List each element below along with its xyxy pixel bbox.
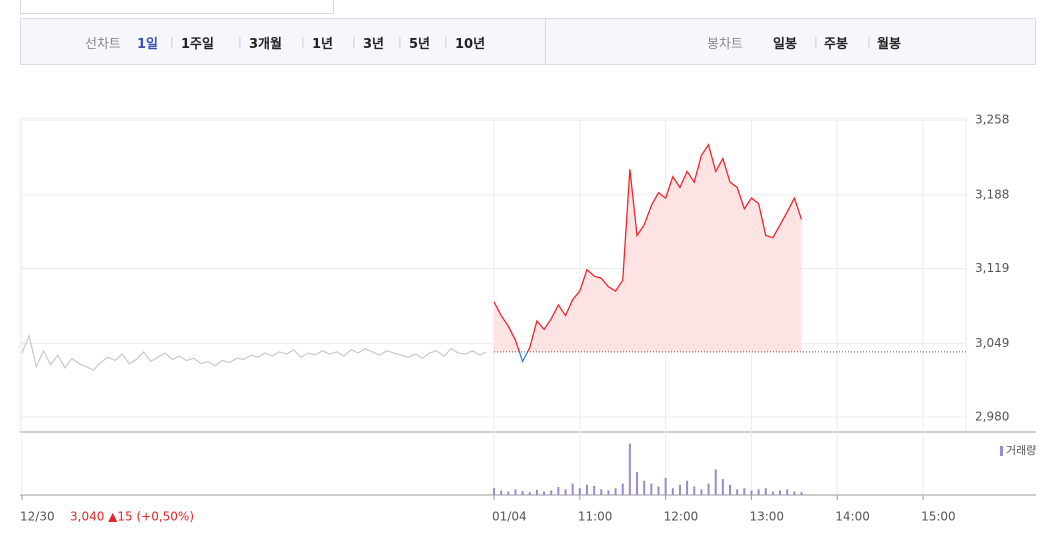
- y-tick-label: 3,119: [975, 261, 1009, 275]
- separator: |: [814, 35, 818, 48]
- volume-bar: [757, 489, 760, 495]
- separator: |: [398, 35, 402, 48]
- volume-bar: [743, 488, 746, 495]
- tab-bar: 선차트 1일 | 1주일 | 3개월 | 1년 | 3년 | 5년 | 10년 봉차트 일봉 | 주봉 | 월봉: [20, 18, 1036, 65]
- volume-bar: [571, 483, 574, 495]
- volume-bar: [800, 492, 803, 495]
- tab-label: 선차트: [85, 37, 121, 52]
- volume-bar: [521, 491, 524, 495]
- tab-option[interactable]: 일봉: [773, 37, 797, 52]
- tab-option[interactable]: 1년: [312, 37, 334, 52]
- tab-option[interactable]: 월봉: [877, 37, 901, 52]
- x-tick-label: 14:00: [835, 510, 870, 524]
- volume-bar: [693, 486, 696, 495]
- plot-area: [19, 117, 967, 433]
- volume-bar: [628, 443, 631, 495]
- volume-bar: [657, 486, 660, 495]
- volume-bar: [614, 488, 617, 495]
- volume-bar: [786, 489, 789, 495]
- volume-bar: [600, 489, 603, 495]
- y-tick-label: 3,188: [975, 187, 1009, 201]
- y-tick-label: 2,980: [975, 410, 1009, 424]
- y-tick-label: 3,049: [975, 336, 1009, 350]
- volume-bar: [528, 492, 531, 495]
- volume-bar: [500, 490, 503, 495]
- separator: |: [867, 35, 871, 48]
- volume-bar: [585, 484, 588, 495]
- volume-bar: [650, 483, 653, 495]
- volume-bar: [507, 491, 510, 495]
- line: [21, 333, 488, 371]
- legend-swatch: [1000, 446, 1003, 456]
- volume-bar: [729, 484, 731, 495]
- volume-bar: [607, 490, 610, 495]
- x-tick-label: 01/04: [492, 510, 527, 524]
- volume-bar: [750, 490, 753, 495]
- divider: [545, 19, 546, 64]
- volume-bar: [793, 491, 796, 495]
- x-tick-label: 12:00: [664, 510, 699, 524]
- volume-bar: [621, 483, 624, 495]
- volume-bar: [550, 490, 553, 495]
- tab-option[interactable]: 3개월: [249, 37, 282, 52]
- volume-bar: [736, 489, 739, 495]
- volume-bar: [671, 488, 674, 495]
- volume-bar: [578, 488, 581, 495]
- y-tick-label: 3,258: [975, 113, 1009, 127]
- line: [493, 143, 803, 352]
- tab-option[interactable]: 1일: [137, 37, 159, 52]
- tab-option[interactable]: 3년: [363, 37, 385, 52]
- x-tick-label: 12/30: [20, 510, 55, 524]
- volume-bar: [543, 491, 546, 495]
- tab-label: 봉차트: [707, 37, 743, 52]
- volume-bar: [564, 489, 567, 495]
- volume-bar: [593, 485, 596, 495]
- volume-bar: [535, 489, 538, 495]
- volume-bar: [557, 487, 560, 495]
- volume-bar: [714, 469, 717, 495]
- volume-bar: [643, 480, 646, 495]
- separator: |: [238, 35, 242, 48]
- separator: |: [352, 35, 356, 48]
- separator: |: [444, 35, 448, 48]
- separator: |: [301, 35, 305, 48]
- volume-bar: [700, 489, 703, 495]
- volume-bar: [707, 483, 710, 495]
- volume-bar: [493, 488, 495, 495]
- legend-label: 거래량: [1006, 444, 1036, 457]
- tab-option[interactable]: 1주일: [181, 37, 214, 52]
- x-tick-label: 15:00: [921, 510, 956, 524]
- x-tick-label: 13:00: [749, 510, 784, 524]
- volume-bar: [664, 477, 667, 495]
- volume-bar: [636, 472, 639, 495]
- tab-option[interactable]: 10년: [455, 37, 486, 52]
- volume-bar: [678, 484, 681, 495]
- volume-bar: [779, 490, 782, 495]
- top-box: [20, 0, 334, 14]
- volume-bar: [764, 488, 767, 495]
- volume-bar: [721, 479, 724, 495]
- tab-option[interactable]: 5년: [409, 37, 431, 52]
- separator: |: [170, 35, 174, 48]
- volume-bar: [686, 480, 689, 495]
- volume-bar: [514, 489, 517, 495]
- x-tick-label: 11:00: [578, 510, 613, 524]
- annotation: 3,040 ▲15 (+0,50%): [70, 510, 194, 524]
- tab-option[interactable]: 주봉: [824, 37, 848, 52]
- area: [494, 144, 802, 352]
- volume-bar: [771, 491, 774, 495]
